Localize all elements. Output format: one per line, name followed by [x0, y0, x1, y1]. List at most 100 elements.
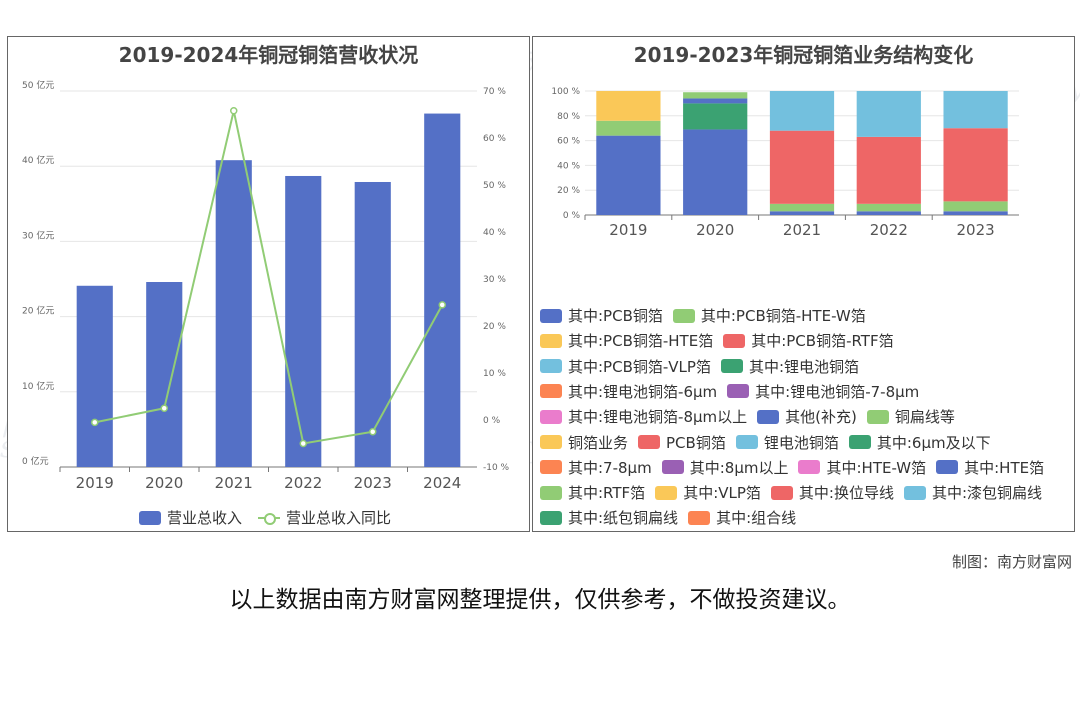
legend-label: 锂电池铜箔: [763, 433, 839, 452]
legend-row: 其中:纸包铜扁线 其中:组合线: [540, 507, 796, 528]
legend-item[interactable]: 其中:锂电池铜箔: [720, 356, 860, 377]
y-left-tick-label: 50 亿元: [22, 79, 54, 91]
stacked-bar-segment: [683, 129, 748, 215]
legend-item[interactable]: 其中:锂电池铜箔-8μm以上: [540, 406, 747, 427]
legend-swatch: [735, 435, 758, 449]
legend-label: 铜箔业务: [568, 433, 629, 452]
legend-label: 其中:PCB铜箔-VLP箔: [568, 357, 711, 376]
x-tick-label: 2019: [609, 221, 647, 239]
yoy-growth-point: [91, 418, 99, 427]
legend-item[interactable]: 其中:纸包铜扁线: [540, 507, 678, 528]
revenue-bar: [146, 282, 183, 467]
legend-label: 其中:PCB铜箔-HTE箔: [568, 332, 714, 351]
legend-item[interactable]: 其中:锂电池铜箔-7-8μm: [727, 381, 919, 402]
revenue-chart: 0 亿元 10 亿元 20 亿元 30 亿元 40 亿元 50 亿元 -10 % 0 % 10 …: [22, 79, 510, 492]
legend-item[interactable]: PCB铜箔: [638, 432, 726, 453]
legend-swatch: [688, 510, 711, 525]
y-right-tick-label: 70 %: [483, 87, 506, 97]
x-tick-label: 2023: [354, 474, 392, 492]
legend-label: 其中:VLP箔: [683, 484, 761, 503]
legend-item[interactable]: 其中:锂电池铜箔-6μm: [540, 381, 717, 402]
legend-item[interactable]: 其中:PCB铜箔-RTF箔: [723, 330, 894, 351]
legend-item[interactable]: 营业总收入同比: [258, 507, 391, 528]
legend-item[interactable]: 其中:PCB铜箔-HTE箔: [540, 330, 713, 351]
y-left-tick-label: 30 亿元: [22, 229, 54, 241]
legend-label: 其中:RTF箔: [568, 484, 646, 503]
y-left-tick-label: 40 亿元: [22, 154, 54, 166]
yoy-growth-point: [299, 439, 307, 448]
legend-item[interactable]: 其中:HTE-W箔: [798, 457, 926, 478]
revenue-bar: [76, 285, 113, 467]
y-right-tick-label: 60 %: [483, 134, 506, 144]
yoy-growth-point: [160, 404, 168, 412]
legend-item[interactable]: 其中:换位导线: [770, 482, 894, 503]
revenue-chart-panel: 2019-2024年铜冠铜箔营收状况 0 亿元 10 亿元 20 亿元 30 亿元 40…: [7, 36, 530, 532]
disclaimer-text: 以上数据由南方财富网整理提供，仅供参考，不做投资建议。: [229, 587, 851, 613]
legend-row: 其中:RTF箔 其中:VLP箔 其中:换位导线 其中:漆包铜扁线: [540, 482, 1042, 503]
y-tick-label: 80 %: [557, 112, 580, 122]
x-tick-label: 2024: [423, 474, 461, 492]
legend-label: 其中:HTE箔: [964, 458, 1045, 477]
revenue-bar: [354, 181, 391, 467]
legend-swatch: [139, 510, 161, 525]
stacked-bar-segment: [683, 98, 748, 104]
stacked-bar-segment: [683, 103, 748, 130]
x-tick-label: 2021: [783, 221, 821, 239]
legend-item[interactable]: 其中:漆包铜扁线: [903, 482, 1042, 503]
chart-title: 2019-2024年铜冠铜箔营收状况: [118, 43, 419, 67]
y-left-tick-label: 20 亿元: [22, 305, 54, 317]
legend-swatch: [638, 435, 661, 449]
legend-item[interactable]: 其中:HTE箔: [936, 457, 1044, 478]
legend-item[interactable]: 其中:6μm及以下: [848, 432, 991, 453]
legend-label: 其中:6μm及以下: [876, 433, 991, 452]
y-left-tick-label: 0 亿元: [22, 455, 49, 467]
legend-item[interactable]: 其中:组合线: [688, 507, 796, 528]
legend-label: 其他(补充): [785, 408, 857, 427]
legend-item[interactable]: 营业总收入: [139, 507, 242, 528]
stacked-bar-segment: [856, 136, 921, 204]
legend-row: 其中:PCB铜箔-HTE箔 其中:PCB铜箔-RTF箔: [540, 330, 894, 351]
stacked-bar-segment: [769, 130, 835, 204]
legend-swatch: [540, 409, 562, 424]
legend-item[interactable]: 其中:7-8μm: [540, 457, 652, 478]
legend-label: 其中:锂电池铜箔-6μm: [568, 382, 718, 401]
legend-label: 其中:纸包铜扁线: [568, 509, 679, 528]
stacked-bar-segment: [596, 135, 661, 215]
legend-item[interactable]: 其中:PCB铜箔-HTE-W箔: [672, 305, 866, 326]
legend-item[interactable]: 其中:PCB铜箔-VLP箔: [540, 356, 711, 377]
legend-label: 其中:锂电池铜箔: [748, 357, 860, 376]
stacked-bar-segment: [683, 92, 748, 99]
y-right-tick-label: -10 %: [483, 463, 510, 473]
y-tick-label: 20 %: [557, 186, 580, 196]
legend-label: 其中:8μm以上: [689, 458, 789, 477]
business-structure-chart-panel: 2019-2023年铜冠铜箔业务结构变化 0 % 20 % 40 % 60 % 80 %…: [532, 36, 1075, 532]
legend-swatch: [720, 359, 743, 374]
legend-label: 其中:锂电池铜箔-8μm以上: [568, 408, 748, 427]
legend-item[interactable]: 锂电池铜箔: [735, 432, 839, 453]
stacked-bar-segment: [943, 128, 1008, 202]
legend-swatch: [540, 333, 562, 348]
stacked-bar-segment: [943, 201, 1008, 212]
legend-item[interactable]: 其中:PCB铜箔: [540, 305, 663, 326]
x-tick-label: 2021: [215, 474, 253, 492]
legend-item[interactable]: 铜扁线等: [866, 406, 955, 427]
stacked-bar-segment: [769, 211, 835, 215]
legend-item[interactable]: 其他(补充): [757, 406, 857, 427]
legend-swatch: [540, 510, 562, 525]
revenue-bar: [424, 113, 461, 467]
legend-item[interactable]: 其中:VLP箔: [655, 482, 761, 503]
legend-swatch: [866, 409, 889, 424]
stacked-bar-segment: [943, 211, 1008, 215]
legend-item[interactable]: 其中:8μm以上: [661, 457, 789, 478]
legend-item[interactable]: 其中:RTF箔: [540, 482, 645, 503]
legend-label: 铜扁线等: [894, 408, 955, 427]
legend-swatch: [655, 485, 678, 500]
x-tick-label: 2022: [284, 474, 322, 492]
legend-item[interactable]: 铜箔业务: [540, 432, 628, 453]
legend-swatch: [903, 485, 926, 500]
stacked-bar-segment: [856, 203, 921, 212]
x-tick-label: 2020: [696, 221, 734, 239]
x-tick-label: 2019: [76, 474, 114, 492]
stacked-bar-segment: [856, 91, 921, 137]
stacked-bar-segment: [596, 91, 661, 121]
